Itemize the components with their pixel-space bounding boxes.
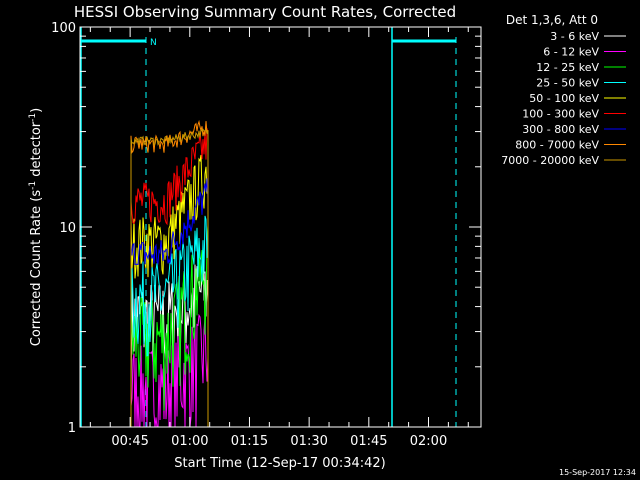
x-tick-label: 01:30 [290,434,327,449]
legend-header: Det 1,3,6, Att 0 [506,13,598,27]
x-tick-label: 01:15 [231,434,268,449]
legend-entry-label: 50 - 100 keV [529,92,599,105]
x-tick-label: 02:00 [410,434,447,449]
series-5 [130,128,209,427]
legend-entry-label: 6 - 12 keV [543,46,599,59]
series-6 [130,178,209,427]
night-label: N [150,38,157,48]
legend-entry-label: 800 - 7000 keV [515,139,599,152]
y-axis-label: Corrected Count Rate (s-1 detector-1) [28,108,44,346]
series-4 [130,154,209,427]
y-axis: 1 10 100 [51,21,481,436]
series-3 [130,215,209,427]
x-axis: 00:45 01:00 01:15 01:30 01:45 02:00 [89,27,469,449]
series-1 [130,313,209,428]
legend-entry-label: 300 - 800 keV [522,123,599,136]
x-tick-label: 01:00 [171,434,208,449]
legend-entry-label: 100 - 300 keV [522,108,599,121]
plot-area: N [80,27,457,428]
chart-title: HESSI Observing Summary Count Rates, Cor… [74,3,456,21]
legend-entry-label: 25 - 50 keV [536,77,599,90]
series-2 [130,225,209,427]
series-line [130,313,209,428]
series-line [130,127,209,427]
x-axis-label: Start Time (12-Sep-17 00:34:42) [174,456,385,471]
series-line [130,215,209,427]
series-8 [130,127,209,427]
x-tick-label: 00:45 [111,434,148,449]
y-tick-label: 100 [51,21,76,36]
series-line [130,128,209,427]
y-tick-label: 1 [68,421,76,436]
x-tick-label: 01:45 [350,434,387,449]
legend-entry-label: 3 - 6 keV [550,30,599,43]
legend: Det 1,3,6, Att 0 3 - 6 keV 6 - 12 keV 12 -… [501,13,626,167]
timestamp: 15-Sep-2017 12:34 [559,468,636,477]
series-line [130,178,209,427]
legend-entry-label: 7000 - 20000 keV [501,154,599,167]
series-line [130,225,209,427]
legend-entry-label: 12 - 25 keV [536,61,599,74]
series-line [130,154,209,427]
y-tick-label: 10 [59,221,76,236]
